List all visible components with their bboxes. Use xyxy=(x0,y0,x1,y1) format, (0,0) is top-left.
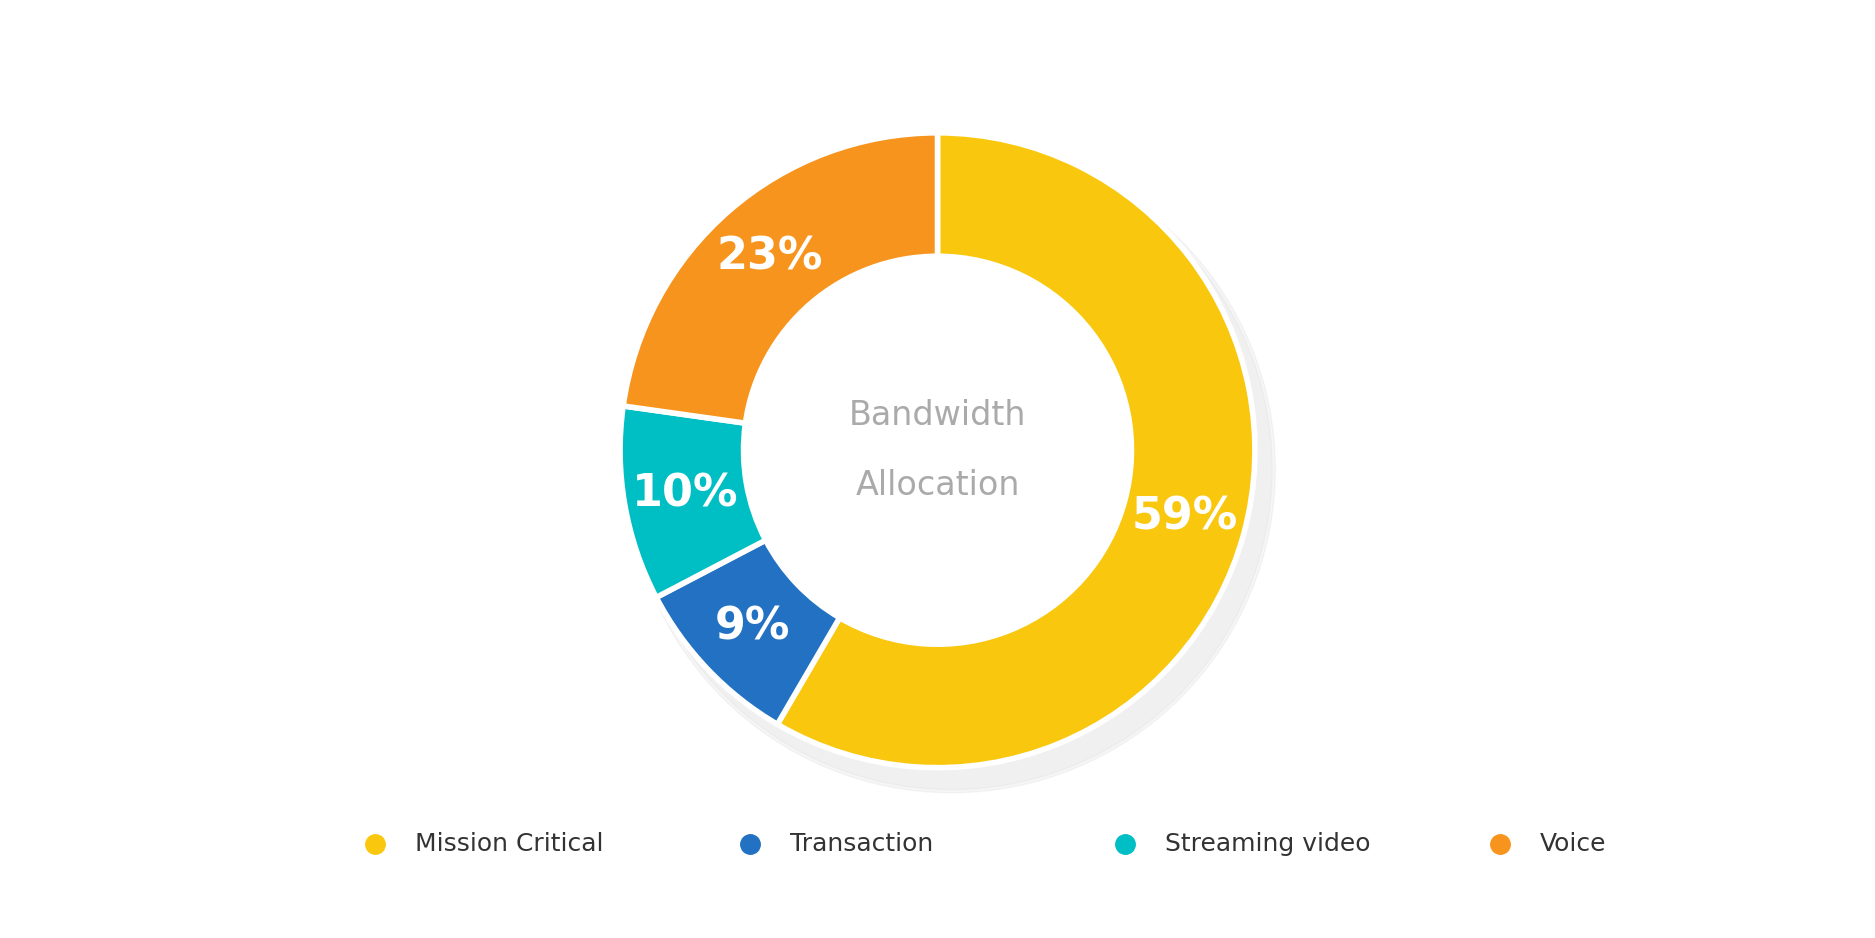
Wedge shape xyxy=(778,133,1254,767)
Text: Streaming video: Streaming video xyxy=(1164,832,1371,856)
Wedge shape xyxy=(622,133,938,423)
Text: Bandwidth: Bandwidth xyxy=(849,399,1026,431)
Circle shape xyxy=(628,145,1275,793)
Text: Allocation: Allocation xyxy=(855,469,1020,502)
Wedge shape xyxy=(699,417,765,561)
Circle shape xyxy=(744,256,1131,644)
Wedge shape xyxy=(621,406,765,598)
Wedge shape xyxy=(728,540,840,656)
Text: Voice: Voice xyxy=(1539,832,1607,856)
Text: Mission Critical: Mission Critical xyxy=(414,832,604,856)
Text: 10%: 10% xyxy=(632,472,739,515)
Text: 59%: 59% xyxy=(1131,495,1238,538)
Wedge shape xyxy=(701,212,938,423)
Wedge shape xyxy=(656,540,840,724)
Text: Transaction: Transaction xyxy=(789,832,934,856)
Text: 23%: 23% xyxy=(716,235,823,279)
Circle shape xyxy=(632,148,1271,790)
Text: 9%: 9% xyxy=(714,605,789,648)
Wedge shape xyxy=(699,212,1176,688)
Wedge shape xyxy=(818,212,1176,688)
